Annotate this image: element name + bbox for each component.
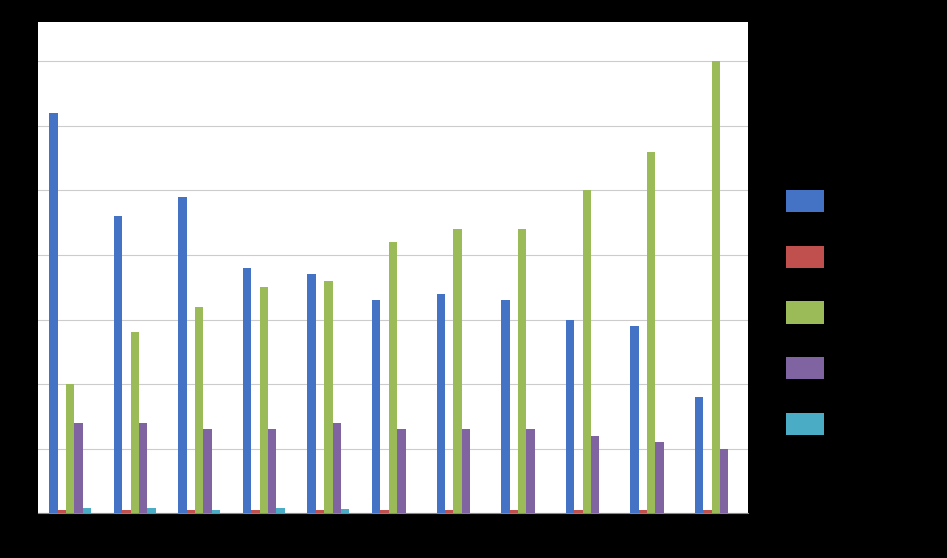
Bar — [277, 508, 285, 513]
Bar — [591, 436, 599, 513]
Bar — [204, 429, 212, 513]
Bar — [720, 449, 728, 513]
Bar — [574, 510, 582, 513]
Bar — [518, 229, 527, 513]
Bar — [397, 429, 405, 513]
Bar — [509, 510, 518, 513]
Bar — [75, 423, 82, 513]
Bar — [316, 510, 324, 513]
Bar — [58, 510, 66, 513]
Bar — [704, 510, 711, 513]
Bar — [49, 113, 58, 513]
Bar — [242, 268, 251, 513]
Bar — [647, 152, 655, 513]
Bar — [308, 275, 316, 513]
Bar — [212, 510, 221, 513]
Bar — [631, 326, 638, 513]
Bar — [454, 229, 462, 513]
Bar — [582, 190, 591, 513]
Bar — [195, 306, 204, 513]
Bar — [437, 294, 445, 513]
Bar — [389, 242, 397, 513]
Bar — [462, 429, 470, 513]
Bar — [527, 429, 535, 513]
Bar — [565, 320, 574, 513]
Bar — [82, 508, 91, 513]
Bar — [695, 397, 704, 513]
Bar — [332, 423, 341, 513]
Bar — [372, 300, 381, 513]
Bar — [268, 429, 277, 513]
Bar — [655, 442, 664, 513]
Bar — [445, 510, 454, 513]
Bar — [187, 510, 195, 513]
Bar — [139, 423, 148, 513]
Bar — [122, 510, 131, 513]
Bar — [638, 510, 647, 513]
Bar — [251, 510, 259, 513]
Bar — [324, 281, 332, 513]
Bar — [711, 61, 720, 513]
Bar — [131, 333, 139, 513]
Bar — [341, 509, 349, 513]
Bar — [381, 510, 389, 513]
Bar — [501, 300, 509, 513]
Bar — [66, 384, 75, 513]
Bar — [148, 508, 155, 513]
Bar — [114, 216, 122, 513]
Bar — [259, 287, 268, 513]
Bar — [178, 197, 187, 513]
